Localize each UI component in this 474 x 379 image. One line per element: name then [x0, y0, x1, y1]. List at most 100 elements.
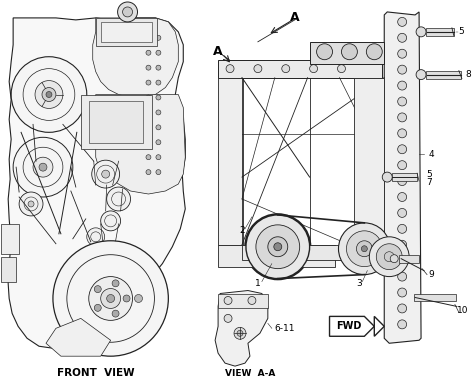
- Circle shape: [356, 241, 372, 257]
- Circle shape: [118, 2, 137, 22]
- Circle shape: [398, 320, 407, 329]
- Circle shape: [382, 172, 392, 182]
- Circle shape: [156, 95, 161, 100]
- Circle shape: [39, 163, 47, 171]
- Circle shape: [246, 215, 310, 279]
- Circle shape: [156, 110, 161, 115]
- Circle shape: [135, 294, 143, 302]
- Bar: [426, 70, 461, 78]
- Circle shape: [146, 110, 151, 115]
- Circle shape: [146, 125, 151, 130]
- Circle shape: [107, 187, 130, 211]
- Circle shape: [398, 81, 407, 90]
- Bar: [414, 293, 456, 301]
- Circle shape: [398, 97, 407, 106]
- Circle shape: [102, 170, 109, 178]
- Circle shape: [53, 241, 168, 356]
- Circle shape: [398, 161, 407, 170]
- Circle shape: [256, 225, 300, 269]
- Circle shape: [390, 255, 398, 263]
- Text: 2: 2: [239, 226, 245, 235]
- Circle shape: [156, 170, 161, 175]
- Circle shape: [156, 140, 161, 145]
- Circle shape: [338, 223, 390, 275]
- Circle shape: [268, 237, 288, 257]
- Circle shape: [274, 243, 282, 251]
- Polygon shape: [93, 18, 178, 100]
- Bar: [100, 22, 153, 42]
- Polygon shape: [374, 316, 384, 336]
- Text: FRONT  VIEW: FRONT VIEW: [57, 368, 135, 378]
- Bar: [392, 173, 417, 181]
- Circle shape: [28, 201, 34, 207]
- Circle shape: [100, 288, 120, 309]
- Circle shape: [146, 140, 151, 145]
- Bar: [96, 18, 157, 46]
- Polygon shape: [96, 94, 185, 194]
- Circle shape: [254, 65, 262, 73]
- Circle shape: [11, 57, 87, 132]
- Circle shape: [146, 80, 151, 85]
- Circle shape: [361, 246, 367, 252]
- Polygon shape: [8, 18, 185, 348]
- Circle shape: [398, 33, 407, 42]
- Text: 10: 10: [457, 306, 469, 315]
- Circle shape: [384, 252, 394, 262]
- Bar: [218, 245, 336, 267]
- Text: 9: 9: [428, 270, 434, 279]
- Text: 7: 7: [426, 178, 432, 186]
- Circle shape: [310, 65, 318, 73]
- Circle shape: [146, 35, 151, 40]
- Text: 4: 4: [428, 150, 434, 159]
- Circle shape: [92, 160, 119, 188]
- Circle shape: [398, 224, 407, 233]
- Circle shape: [234, 327, 246, 339]
- Circle shape: [398, 272, 407, 281]
- Bar: [89, 102, 144, 143]
- Circle shape: [156, 65, 161, 70]
- Text: 5: 5: [426, 170, 432, 179]
- Circle shape: [398, 208, 407, 218]
- Circle shape: [369, 237, 409, 277]
- Text: A: A: [290, 11, 300, 24]
- Circle shape: [248, 296, 256, 304]
- Polygon shape: [215, 291, 268, 366]
- Circle shape: [226, 65, 234, 73]
- Bar: [1, 224, 19, 254]
- Circle shape: [94, 286, 101, 293]
- Circle shape: [146, 155, 151, 160]
- Bar: [426, 28, 454, 36]
- Circle shape: [123, 295, 130, 302]
- Circle shape: [146, 50, 151, 55]
- Circle shape: [398, 145, 407, 154]
- Circle shape: [398, 129, 407, 138]
- Circle shape: [398, 240, 407, 249]
- Polygon shape: [46, 318, 110, 356]
- Text: 8: 8: [465, 70, 471, 79]
- Bar: [399, 255, 419, 263]
- Circle shape: [416, 70, 426, 80]
- Text: 6-11: 6-11: [274, 324, 295, 333]
- Circle shape: [341, 44, 357, 60]
- Circle shape: [224, 315, 232, 323]
- Circle shape: [156, 125, 161, 130]
- Bar: [81, 94, 153, 149]
- Circle shape: [112, 280, 119, 287]
- Circle shape: [123, 7, 133, 17]
- Circle shape: [224, 296, 232, 304]
- Circle shape: [33, 157, 53, 177]
- Circle shape: [398, 193, 407, 202]
- Circle shape: [398, 304, 407, 313]
- Circle shape: [248, 217, 308, 277]
- Circle shape: [146, 95, 151, 100]
- Circle shape: [146, 170, 151, 175]
- Circle shape: [376, 244, 402, 269]
- Circle shape: [89, 277, 133, 320]
- Circle shape: [35, 81, 63, 108]
- Circle shape: [317, 44, 333, 60]
- Bar: [1, 257, 16, 282]
- Bar: [310, 42, 384, 64]
- Circle shape: [156, 50, 161, 55]
- Circle shape: [282, 65, 290, 73]
- Bar: [218, 293, 268, 309]
